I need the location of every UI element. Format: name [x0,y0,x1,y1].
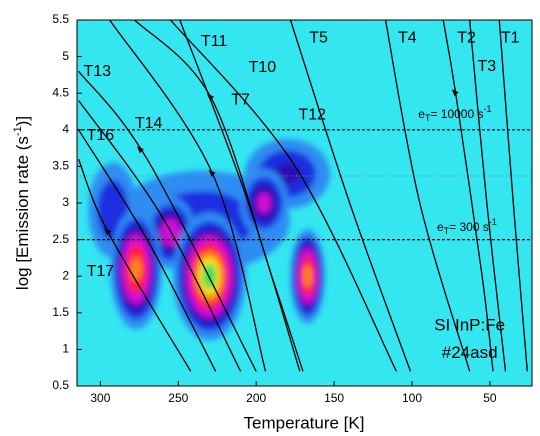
heat-blob [256,192,272,214]
curve-label: T4 [398,30,417,47]
arrhenius-curve [78,100,242,372]
y-tick-label: 2 [62,268,69,282]
annotation-text: SI InP:Fe [434,316,505,335]
annotation-text: = 300 s [449,220,489,234]
y-tick-label: 3 [62,195,69,209]
arrhenius-curve [442,20,494,372]
arrhenius-curve [78,70,257,372]
arrhenius-curve [134,20,304,372]
y-tick-label: 1.5 [52,305,69,319]
heat-blob [131,257,142,281]
annotation-text: = 10000 s [430,107,483,121]
x-tick-label: 200 [246,391,266,405]
arrhenius-curve [384,20,471,372]
curve-arrow [104,228,112,236]
annotation: SI InP:Fe [434,316,505,335]
x-tick-label: 150 [324,391,344,405]
y-tick-label: 2.5 [52,232,69,246]
y-tick-label: 1 [62,342,69,356]
plot-area [77,20,532,386]
annotation: #24asd [442,343,498,362]
curve-label: T17 [87,263,115,280]
curve-label: T3 [477,58,496,75]
annotation-text: e [437,220,444,234]
arrhenius-curve [77,158,192,372]
curve-label: T14 [135,115,163,132]
heat-blob [303,265,312,288]
arrhenius-curve [469,20,507,372]
x-tick-label: 50 [483,391,497,405]
annotation: eT= 10000 s-1 [418,105,491,124]
y-tick-label: 5 [62,49,69,63]
x-tick-label: 250 [168,391,188,405]
heat-layer [88,138,330,341]
curve-label: T13 [83,63,111,80]
annotation-text: #24asd [442,343,498,362]
curve-label: T7 [231,92,250,109]
annotation-text: e [418,107,425,121]
curve-label: T2 [457,30,476,47]
arrhenius-curve [78,129,217,372]
y-tick-label: 4 [62,122,69,136]
curve-label: T12 [299,106,327,123]
curve-label: T1 [501,30,520,47]
curve-arrow [207,93,215,101]
y-axis-label-text: )] [13,116,32,126]
curve-arrow [136,146,144,154]
arrhenius-curve [169,20,398,372]
curve-label: T11 [201,33,227,50]
annotation-sup: -1 [489,217,497,227]
arrhenius-curve [289,20,412,372]
y-axis-label-sup: -1 [12,126,24,136]
annotation-sup: -1 [483,105,491,115]
y-tick-label: 5.5 [52,12,69,26]
annotation-sub: T [425,114,431,124]
y-axis-label-text: log [Emission rate (s [13,136,32,290]
annotation: eT= 300 s-1 [437,217,497,236]
x-tick-label: 100 [402,391,422,405]
curve-label: T5 [309,30,328,47]
y-tick-label: 0.5 [52,378,69,392]
curve-arrow [451,89,459,97]
x-axis-label: Temperature [K] [244,413,365,432]
x-tick-label: 300 [90,391,110,405]
arrhenius-curve [179,20,301,372]
curve-label: T16 [87,127,115,144]
annotation-sub: T [444,226,450,236]
y-tick-label: 4.5 [52,85,69,99]
curve-label: T10 [249,59,277,76]
y-tick-label: 3.5 [52,159,69,173]
curve-arrow [208,169,216,177]
y-axis-label: log [Emission rate (s-1)] [12,116,33,290]
arrhenius-curve [498,20,528,372]
